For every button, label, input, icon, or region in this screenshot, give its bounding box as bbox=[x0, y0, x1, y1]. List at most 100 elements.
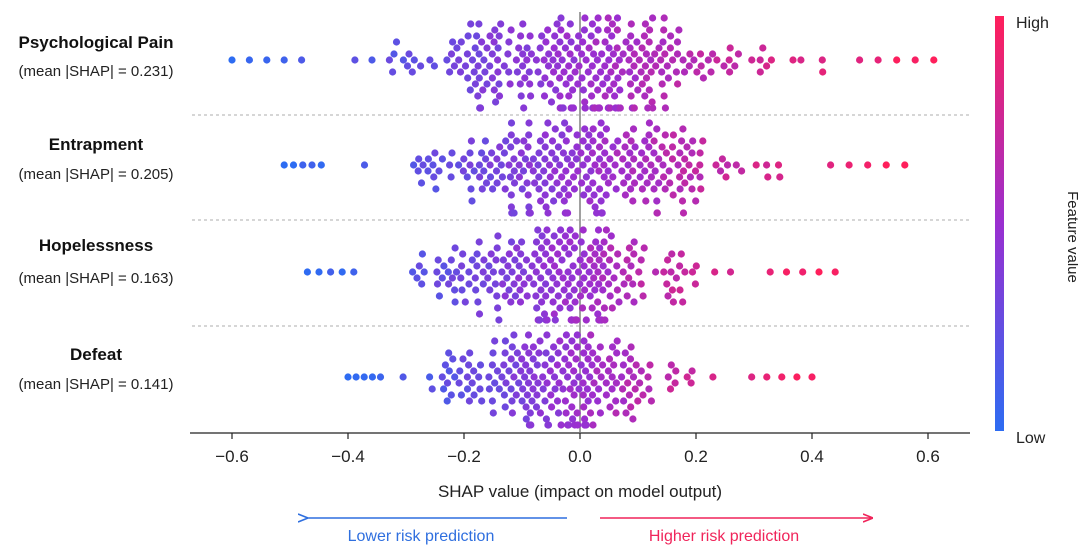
shap-point bbox=[697, 62, 705, 70]
shap-point bbox=[818, 56, 826, 64]
shap-point bbox=[613, 26, 622, 34]
shap-point bbox=[782, 268, 791, 276]
shap-point bbox=[576, 256, 584, 264]
shap-point bbox=[660, 173, 668, 181]
shap-point bbox=[799, 268, 807, 276]
shap-point bbox=[629, 373, 638, 381]
shap-point bbox=[594, 397, 602, 405]
shap-point bbox=[495, 32, 503, 40]
shap-point bbox=[554, 292, 562, 300]
shap-point bbox=[597, 197, 605, 205]
shap-point bbox=[658, 143, 666, 151]
shap-point bbox=[485, 373, 493, 381]
shap-point bbox=[315, 268, 323, 276]
shap-point bbox=[504, 50, 512, 58]
shap-point bbox=[557, 26, 565, 34]
shap-point bbox=[486, 62, 494, 70]
shap-point bbox=[645, 119, 654, 127]
shap-point bbox=[696, 149, 704, 157]
shap-point bbox=[565, 62, 573, 70]
shap-point bbox=[556, 74, 564, 82]
shap-point bbox=[506, 173, 514, 181]
shap-point bbox=[554, 409, 563, 417]
shap-point bbox=[590, 274, 598, 282]
shap-point bbox=[632, 361, 640, 369]
shap-point bbox=[548, 137, 557, 145]
shap-point bbox=[636, 173, 644, 181]
shap-point bbox=[563, 155, 572, 163]
shap-point bbox=[564, 191, 573, 199]
shap-point bbox=[533, 304, 541, 312]
shap-point bbox=[600, 304, 609, 312]
shap-point bbox=[541, 361, 549, 369]
shap-point bbox=[409, 268, 417, 276]
shap-point bbox=[619, 50, 627, 58]
shap-point bbox=[360, 373, 368, 381]
shap-point bbox=[557, 421, 565, 429]
shap-point bbox=[517, 149, 525, 157]
shap-point bbox=[581, 415, 589, 423]
shap-point bbox=[494, 304, 502, 312]
shap-point bbox=[596, 343, 604, 351]
shap-point bbox=[678, 137, 686, 145]
shap-point bbox=[289, 161, 298, 169]
shap-point bbox=[419, 161, 427, 169]
shap-point bbox=[566, 304, 574, 312]
shap-point bbox=[544, 26, 552, 34]
shap-point bbox=[575, 32, 583, 40]
shap-point bbox=[515, 262, 523, 270]
shap-point bbox=[410, 161, 418, 169]
shap-point bbox=[603, 26, 612, 34]
shap-point bbox=[568, 274, 576, 282]
shap-point bbox=[478, 38, 486, 46]
shap-point bbox=[543, 379, 551, 387]
shap-point bbox=[561, 298, 570, 306]
shap-point bbox=[614, 137, 622, 145]
shap-point bbox=[663, 62, 671, 70]
shap-point bbox=[574, 268, 583, 276]
shap-point bbox=[608, 304, 616, 312]
shap-point bbox=[550, 373, 559, 381]
shap-point bbox=[540, 262, 548, 270]
shap-point bbox=[537, 286, 545, 294]
shap-point bbox=[475, 161, 483, 169]
shap-point bbox=[582, 367, 590, 375]
shap-point bbox=[566, 385, 574, 393]
shap-point bbox=[515, 161, 523, 169]
shap-point bbox=[578, 50, 586, 58]
shap-point bbox=[556, 161, 564, 169]
shap-point bbox=[616, 104, 624, 112]
shap-point bbox=[593, 367, 601, 375]
feature-stat-label: (mean |SHAP| = 0.231) bbox=[19, 63, 174, 80]
shap-point bbox=[634, 397, 642, 405]
shap-point bbox=[474, 298, 482, 306]
shap-point bbox=[789, 56, 797, 64]
shap-point bbox=[490, 86, 498, 94]
shap-point bbox=[666, 179, 674, 187]
shap-point bbox=[537, 244, 546, 252]
shap-point bbox=[563, 32, 571, 40]
shap-point bbox=[465, 361, 473, 369]
shap-point bbox=[418, 280, 426, 288]
shap-point bbox=[542, 38, 550, 46]
shap-point bbox=[551, 125, 559, 133]
shap-point bbox=[688, 185, 696, 193]
shap-point bbox=[577, 361, 585, 369]
shap-point bbox=[507, 355, 515, 363]
shap-point bbox=[513, 244, 521, 252]
shap-point bbox=[589, 137, 597, 145]
shap-point bbox=[602, 391, 611, 399]
shap-point bbox=[463, 373, 471, 381]
shap-point bbox=[507, 298, 515, 306]
shap-point bbox=[588, 304, 596, 312]
shap-point bbox=[554, 250, 562, 258]
shap-point bbox=[659, 161, 667, 169]
shap-point bbox=[501, 349, 509, 357]
shap-point bbox=[417, 179, 426, 187]
shap-point bbox=[550, 197, 558, 205]
shap-point bbox=[550, 44, 558, 52]
shap-point bbox=[621, 191, 630, 199]
shap-point bbox=[619, 385, 627, 393]
shap-point bbox=[594, 14, 602, 22]
shap-point bbox=[513, 349, 522, 357]
